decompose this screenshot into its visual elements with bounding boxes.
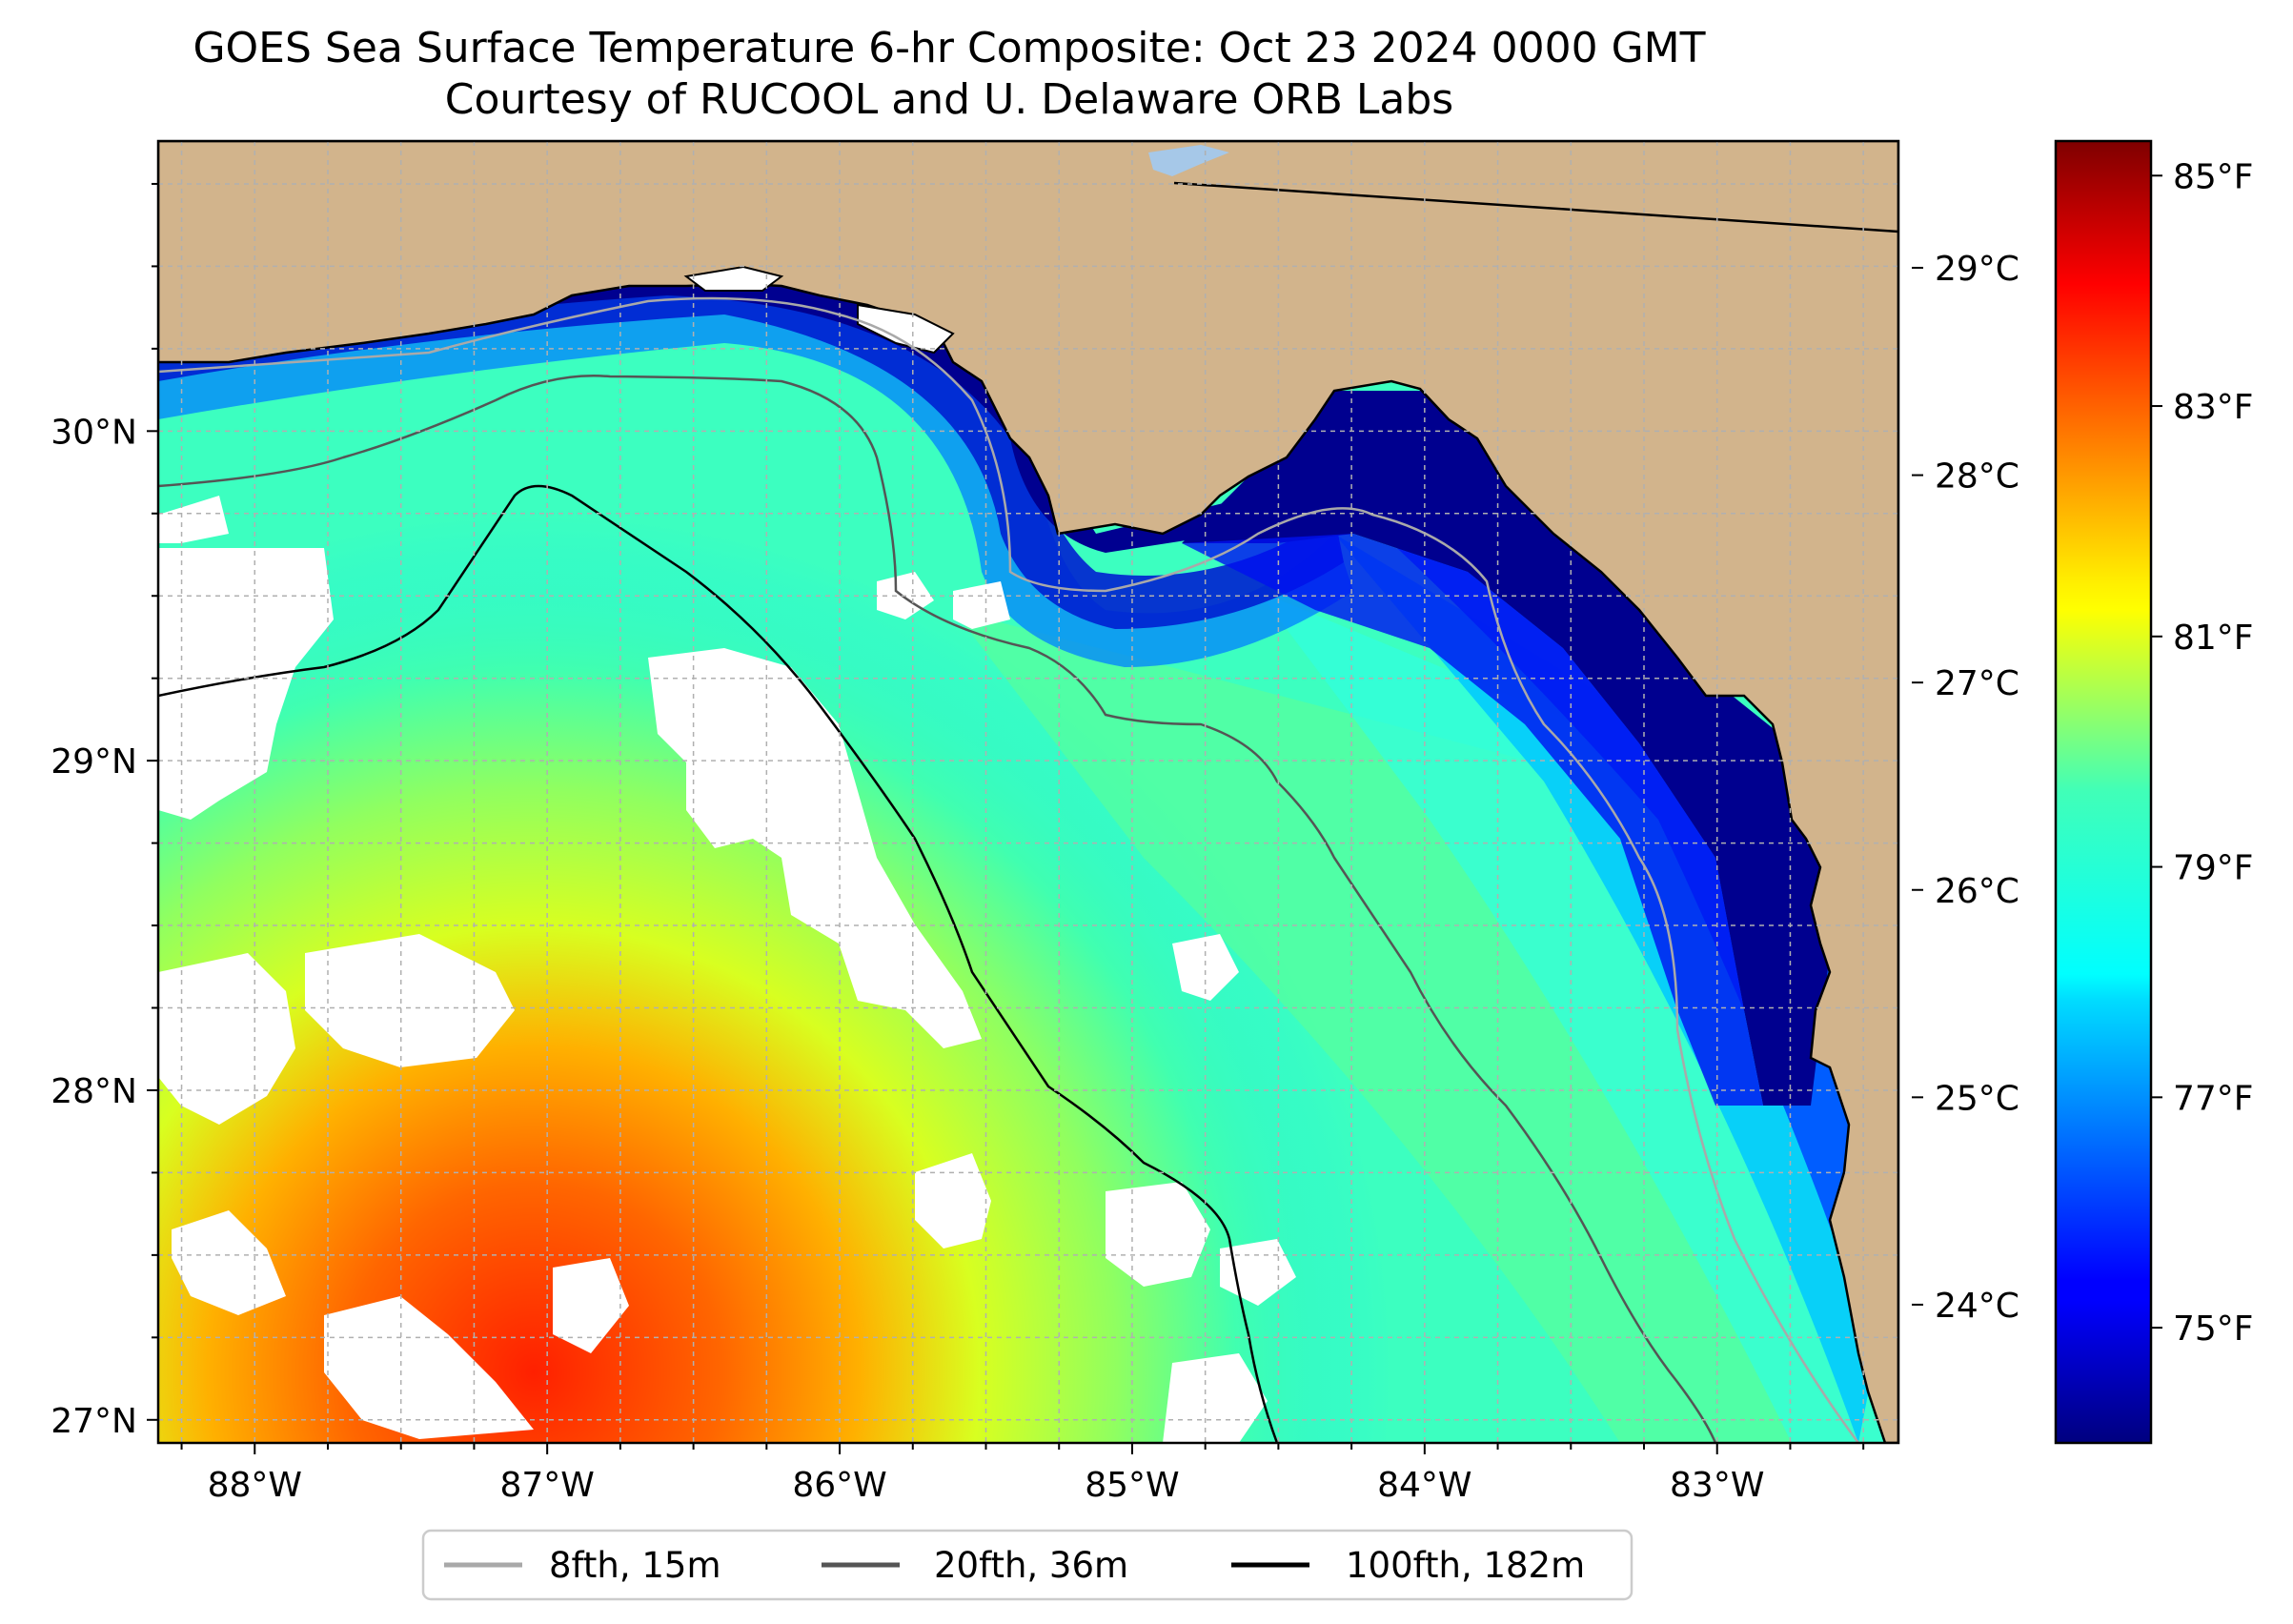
map-title: GOES Sea Surface Temperature 6-hr Compos… [193,24,1706,72]
celsius-tick-label: 24°C [1935,1287,2019,1326]
celsius-tick-label: 29°C [1935,250,2019,289]
big-bend-cold-region [1182,391,1830,1106]
graticule [158,141,1898,1443]
fahrenheit-tick-label: 85°F [2173,157,2254,196]
fahrenheit-tick-label: 83°F [2173,388,2254,427]
state-boundary [1173,181,1898,233]
lon-tick-label: 85°W [1085,1466,1179,1505]
latitude-ticks: 27°N 28°N 29°N 30°N [51,182,158,1441]
lon-tick-label: 86°W [792,1466,886,1505]
bays [683,265,955,355]
lat-tick-label: 27°N [51,1402,137,1441]
longitude-ticks: 88°W 87°W 86°W 85°W 84°W 83°W [180,1443,1865,1505]
isobath-legend: 8fth, 15m 20fth, 36m 100fth, 182m [421,1529,1634,1601]
legend-label-100fth: 100fth, 182m [1346,1545,1585,1586]
lat-tick-label: 29°N [51,742,137,782]
isobaths [158,296,1860,1443]
lon-tick-label: 84°W [1377,1466,1471,1505]
celsius-tick-label: 27°C [1935,664,2019,703]
fahrenheit-tick-label: 81°F [2173,619,2254,658]
isobath-100fth [158,484,1279,1443]
colorbar-fahrenheit-ticks: 75°F 77°F 79°F 81°F 83°F 85°F [2151,157,2254,1349]
lon-tick-label: 83°W [1670,1466,1764,1505]
map-panel [158,141,1898,1443]
isobath-20fth [158,375,1717,1443]
celsius-tick-label: 25°C [1935,1079,2019,1118]
lon-tick-label: 88°W [208,1466,302,1505]
celsius-tick-label: 26°C [1935,872,2019,911]
fahrenheit-tick-label: 77°F [2173,1079,2254,1118]
celsius-tick-label: 28°C [1935,457,2019,497]
map-frame [156,139,1900,1445]
no-data-areas [158,496,1296,1443]
map-subtitle: Courtesy of RUCOOL and U. Delaware ORB L… [444,75,1454,124]
legend-label-20fth: 20fth, 36m [934,1545,1128,1586]
fahrenheit-tick-label: 75°F [2173,1309,2254,1349]
lon-tick-label: 87°W [499,1466,594,1505]
lat-tick-label: 30°N [51,413,137,452]
colorbar-celsius-ticks: 24°C 25°C 26°C 27°C 28°C 29°C [1912,250,2019,1326]
isobath-8fth [158,296,1860,1443]
fahrenheit-tick-label: 79°F [2173,849,2254,888]
legend-label-8fth: 8fth, 15m [549,1545,721,1586]
lat-tick-label: 28°N [51,1072,137,1111]
colorbar [2054,139,2153,1445]
land-areas [158,141,1898,1443]
lake [1148,145,1229,176]
